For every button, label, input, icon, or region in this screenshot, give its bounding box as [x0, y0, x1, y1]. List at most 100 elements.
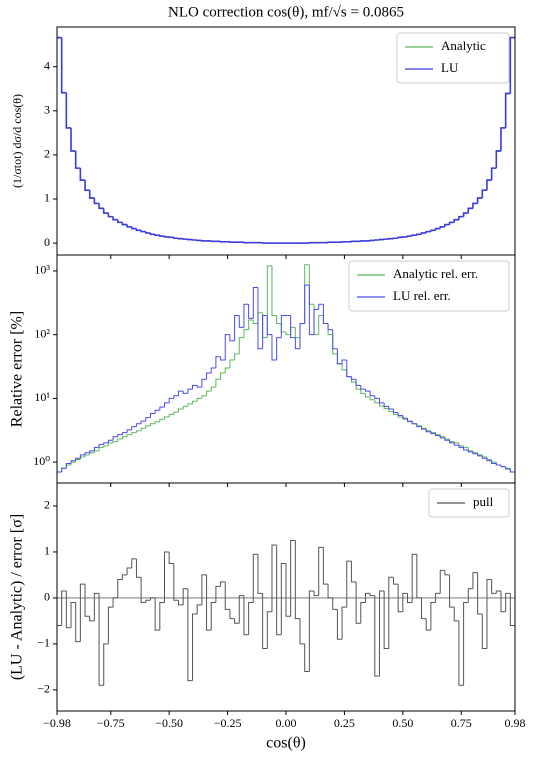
- step-bin: [290, 539, 296, 617]
- step-bin: [322, 315, 329, 324]
- step-bin: [88, 190, 95, 199]
- step-bin: [84, 180, 90, 191]
- chart-title: NLO correction cos(θ), mf/√s = 0.0865: [168, 4, 404, 20]
- step-bin: [93, 592, 100, 621]
- step-bin: [271, 544, 277, 612]
- step-bin: [234, 314, 240, 341]
- step-bin: [192, 400, 198, 404]
- step-bin: [210, 602, 216, 631]
- step-bin: [313, 308, 319, 335]
- step-bin: [103, 643, 109, 686]
- step-bin: [430, 602, 436, 631]
- step-bin: [163, 236, 170, 238]
- step-bin: [378, 402, 385, 407]
- x-axis-label: cos(θ): [266, 735, 306, 752]
- x-tick-label: 0.98: [505, 716, 526, 730]
- step-bin: [173, 237, 179, 240]
- step-bin: [98, 443, 104, 448]
- series-group: [57, 36, 515, 244]
- step-bin: [163, 402, 170, 408]
- step-bin: [463, 447, 469, 451]
- step-bin: [234, 353, 240, 361]
- step-bin: [201, 378, 207, 388]
- step-bin: [140, 230, 146, 233]
- step-bin: [280, 314, 286, 338]
- step-bin: [173, 411, 179, 415]
- step-bin: [135, 558, 142, 578]
- step-bin: [262, 314, 268, 349]
- step-bin: [173, 395, 179, 399]
- step-bin: [397, 236, 403, 239]
- step-bin: [299, 618, 305, 645]
- legend-box: [348, 260, 510, 312]
- step-bin: [112, 441, 118, 443]
- step-bin: [224, 367, 230, 374]
- x-tick-label: 0.00: [276, 716, 297, 730]
- step-bin: [140, 420, 146, 424]
- step-bin: [453, 607, 459, 622]
- x-tick-label: −0.75: [97, 716, 125, 730]
- step-bin: [341, 359, 347, 364]
- step-bin: [383, 591, 389, 649]
- step-bin: [65, 463, 72, 469]
- step-bin: [168, 551, 174, 564]
- step-bin: [126, 434, 132, 437]
- step-bin: [210, 367, 216, 374]
- step-bin: [252, 286, 258, 319]
- step-bin: [206, 574, 212, 631]
- step-bin: [495, 590, 501, 594]
- step-bin: [89, 452, 95, 455]
- step-bin: [407, 418, 413, 422]
- legend-label: Analytic: [441, 38, 486, 53]
- step-bin: [149, 412, 156, 418]
- step-bin: [238, 595, 244, 624]
- step-bin: [126, 429, 132, 433]
- step-bin: [163, 551, 170, 603]
- step-bin: [350, 376, 357, 380]
- step-bin: [407, 593, 413, 604]
- step-bin: [486, 458, 492, 462]
- step-bin: [318, 546, 324, 596]
- step-bin: [388, 406, 394, 410]
- step-bin: [192, 384, 198, 390]
- step-bin: [500, 127, 506, 151]
- step-bin: [220, 356, 226, 361]
- step-bin: [308, 285, 315, 336]
- step-bin: [248, 304, 254, 319]
- step-bin: [257, 287, 263, 350]
- step-bin: [472, 572, 478, 589]
- step-bin: [402, 415, 408, 419]
- step-bin: [341, 363, 347, 371]
- step-bin: [318, 303, 324, 310]
- step-bin: [229, 334, 235, 342]
- y-tick-label: 10³: [34, 263, 50, 277]
- step-bin: [467, 447, 473, 452]
- step-bin: [121, 222, 128, 226]
- step-bin: [290, 326, 296, 335]
- step-bin: [131, 426, 137, 430]
- step-bin: [196, 397, 202, 402]
- step-bin: [411, 234, 417, 237]
- step-bin: [252, 319, 258, 324]
- step-bin: [374, 395, 380, 399]
- step-bin: [346, 560, 352, 608]
- step-bin: [449, 439, 455, 443]
- step-bin: [276, 545, 282, 636]
- step-bin: [84, 454, 90, 458]
- step-bin: [243, 329, 249, 338]
- step-bin: [154, 421, 160, 424]
- step-bin: [392, 577, 399, 585]
- step-bin: [505, 466, 511, 470]
- step-bin: [159, 235, 165, 237]
- step-bin: [131, 432, 137, 435]
- step-bin: [266, 611, 272, 649]
- step-bin: [332, 329, 338, 350]
- step-bin: [444, 437, 450, 441]
- step-bin: [168, 413, 174, 418]
- step-bin: [178, 408, 184, 413]
- y-axis-label: (1/σtot) dσ/d cos(θ): [10, 94, 24, 188]
- step-bin: [112, 436, 118, 441]
- step-bin: [215, 378, 221, 388]
- y-tick-label: 1: [44, 544, 50, 558]
